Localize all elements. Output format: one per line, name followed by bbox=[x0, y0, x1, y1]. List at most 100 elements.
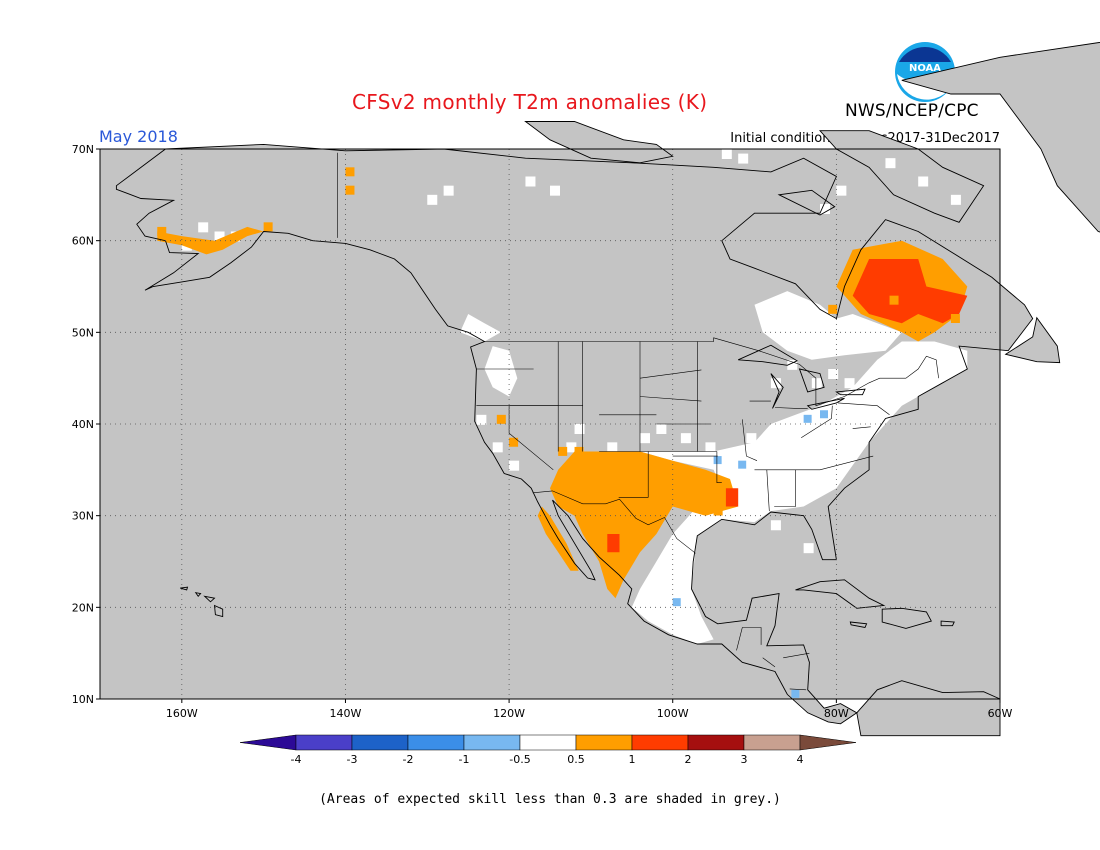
anomaly-mexico-hot bbox=[607, 534, 620, 553]
white-cell-32 bbox=[770, 378, 781, 389]
border-13 bbox=[618, 451, 649, 498]
border-20 bbox=[754, 455, 874, 471]
lat-tick-label-3: 40N bbox=[72, 418, 94, 431]
warm-cell-3 bbox=[574, 446, 584, 456]
border-15 bbox=[639, 396, 702, 402]
lon-tick-label-3: 100W bbox=[657, 707, 689, 720]
land-puerto-rico bbox=[941, 621, 955, 626]
warm-cell-6 bbox=[697, 501, 707, 511]
white-cell-8 bbox=[721, 149, 732, 159]
lake-1 bbox=[770, 373, 784, 409]
anomaly-quebec-hot bbox=[852, 259, 968, 324]
lat-tick-label-2: 50N bbox=[72, 326, 94, 339]
lat-tick-label-5: 20N bbox=[72, 601, 94, 614]
white-cell-25 bbox=[746, 433, 757, 444]
warm-cell-0 bbox=[496, 414, 506, 424]
lon-tick-label-2: 120W bbox=[493, 707, 525, 720]
border-1 bbox=[484, 337, 939, 407]
lake-0 bbox=[738, 344, 799, 366]
hawaii-3 bbox=[213, 604, 224, 618]
warm-cell-8 bbox=[603, 469, 613, 479]
lon-tick-label-4: 80W bbox=[824, 707, 849, 720]
coast-jamaica bbox=[849, 621, 868, 629]
white-cell-12 bbox=[950, 194, 961, 205]
border-26 bbox=[837, 402, 890, 416]
white-area-1 bbox=[754, 291, 902, 360]
warm-cell-5 bbox=[672, 497, 682, 507]
white-cell-29 bbox=[844, 414, 855, 425]
land-victoria-island bbox=[525, 121, 673, 163]
border-21 bbox=[766, 469, 770, 512]
hawaii-2 bbox=[203, 595, 216, 603]
border-31 bbox=[789, 688, 807, 691]
white-cell-26 bbox=[779, 442, 790, 453]
cool-cell-3 bbox=[738, 460, 747, 469]
hawaii-0 bbox=[180, 586, 189, 591]
warm-cell-1 bbox=[509, 437, 519, 447]
white-cell-16 bbox=[492, 442, 503, 453]
border-28 bbox=[736, 627, 762, 651]
coast-baffin-island bbox=[818, 130, 985, 223]
land-greenland bbox=[901, 42, 1100, 233]
coast-north-america bbox=[115, 143, 1034, 725]
warm-cell-10 bbox=[345, 185, 355, 195]
white-cell-9 bbox=[738, 153, 749, 164]
coast-newfoundland bbox=[1004, 316, 1061, 364]
hawaii-1 bbox=[194, 592, 202, 598]
warm-cell-9 bbox=[345, 167, 355, 177]
coast-cuba bbox=[795, 579, 886, 609]
border-29 bbox=[762, 657, 776, 668]
lat-tick-label-0: 70N bbox=[72, 143, 94, 156]
white-cell-18 bbox=[566, 442, 577, 453]
anomaly-southwest-us-warm bbox=[550, 451, 739, 599]
gridlines bbox=[100, 149, 1000, 699]
white-cell-35 bbox=[828, 369, 839, 379]
white-cell-27 bbox=[803, 428, 814, 439]
cool-cell-5 bbox=[791, 689, 800, 698]
white-cell-24 bbox=[705, 442, 716, 453]
cool-cell-4 bbox=[672, 598, 681, 607]
white-cell-38 bbox=[803, 543, 814, 554]
white-cell-21 bbox=[640, 433, 650, 444]
cool-cell-0 bbox=[713, 456, 722, 465]
coast-greenland bbox=[901, 41, 1100, 233]
lon-tick-label-1: 140W bbox=[330, 707, 362, 720]
border-2 bbox=[532, 490, 696, 554]
border-22 bbox=[774, 469, 796, 507]
white-cell-6 bbox=[525, 176, 536, 187]
coast-puerto-rico bbox=[940, 620, 955, 627]
warm-cell-13 bbox=[828, 304, 838, 314]
white-cell-20 bbox=[607, 442, 618, 453]
white-cell-28 bbox=[828, 424, 839, 434]
warm-cell-7 bbox=[713, 506, 723, 516]
latitude-ticks: 70N 60N 50N 40N 30N 20N 10N bbox=[72, 143, 100, 706]
warm-cell-15 bbox=[950, 314, 960, 323]
longitude-ticks: 160W 140W 120W 100W 80W 60W bbox=[166, 699, 1013, 720]
land-hispaniola bbox=[882, 608, 932, 629]
white-cell-23 bbox=[680, 433, 691, 444]
white-area-3 bbox=[460, 314, 501, 342]
land-newfoundland bbox=[1005, 317, 1060, 363]
lat-tick-label-6: 10N bbox=[72, 693, 94, 706]
cool-cell-1 bbox=[803, 414, 812, 423]
white-cell-11 bbox=[918, 176, 929, 187]
white-cell-34 bbox=[811, 378, 822, 389]
land-north-america bbox=[116, 144, 1033, 724]
border-30 bbox=[783, 652, 810, 659]
warm-cell-4 bbox=[656, 483, 666, 493]
white-cell-31 bbox=[893, 387, 904, 398]
white-cell-14 bbox=[820, 204, 830, 214]
land-cuba bbox=[795, 579, 884, 609]
white-cell-15 bbox=[476, 414, 487, 425]
white-cell-10 bbox=[885, 158, 896, 169]
border-23 bbox=[801, 405, 833, 439]
white-cell-13 bbox=[836, 185, 847, 196]
warm-cell-2 bbox=[558, 446, 568, 456]
white-area-2 bbox=[484, 346, 518, 397]
lat-tick-label-1: 60N bbox=[72, 235, 94, 248]
chart-title: CFSv2 monthly T2m anomalies (K) bbox=[352, 90, 708, 114]
warm-cell-11 bbox=[157, 226, 167, 236]
forecast-month: May 2018 bbox=[99, 127, 178, 146]
coast-southampton bbox=[777, 189, 836, 216]
